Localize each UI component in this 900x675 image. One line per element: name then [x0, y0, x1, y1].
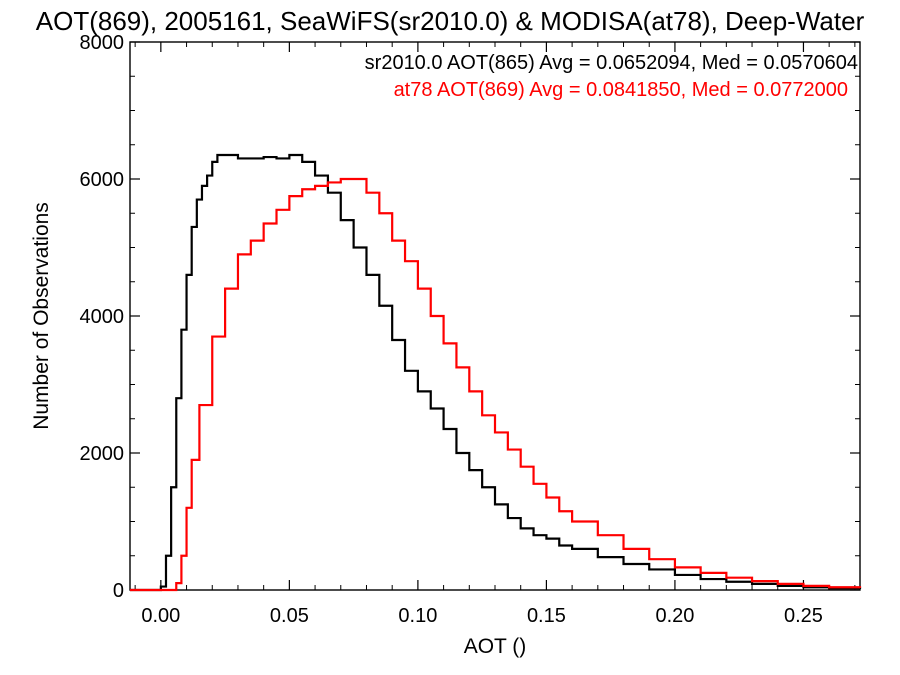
x-tick-label: 0.20 — [655, 605, 694, 627]
series-sr2010-line — [130, 153, 862, 592]
y-tick-label: 2000 — [80, 443, 125, 465]
x-tick-label: 0.05 — [270, 605, 309, 627]
y-tick-label: 6000 — [80, 169, 125, 191]
legend-annotation-sr2010: sr2010.0 AOT(865) Avg = 0.0652094, Med =… — [365, 52, 858, 74]
y-axis-ticks: 0 2000 4000 6000 8000 — [80, 32, 860, 602]
y-tick-label: 8000 — [80, 32, 125, 54]
series-layer — [130, 153, 862, 592]
x-axis-label: AOT () — [464, 635, 527, 658]
plot-frame — [129, 41, 861, 591]
x-axis-ticks: 0.00 0.05 0.10 0.15 0.20 0.25 — [134, 42, 856, 627]
chart-title: AOT(869), 2005161, SeaWiFS(sr2010.0) & M… — [36, 6, 865, 36]
x-tick-label: 0.00 — [141, 605, 180, 627]
x-tick-label: 0.25 — [784, 605, 823, 627]
y-axis-label: Number of Observations — [30, 202, 53, 430]
y-tick-label: 4000 — [80, 306, 125, 328]
legend-annotation-at78: at78 AOT(869) Avg = 0.0841850, Med = 0.0… — [394, 79, 848, 101]
y-tick-label: 0 — [113, 580, 124, 602]
x-tick-label: 0.10 — [398, 605, 437, 627]
series-at78-line — [130, 177, 862, 592]
x-tick-label: 0.15 — [527, 605, 566, 627]
